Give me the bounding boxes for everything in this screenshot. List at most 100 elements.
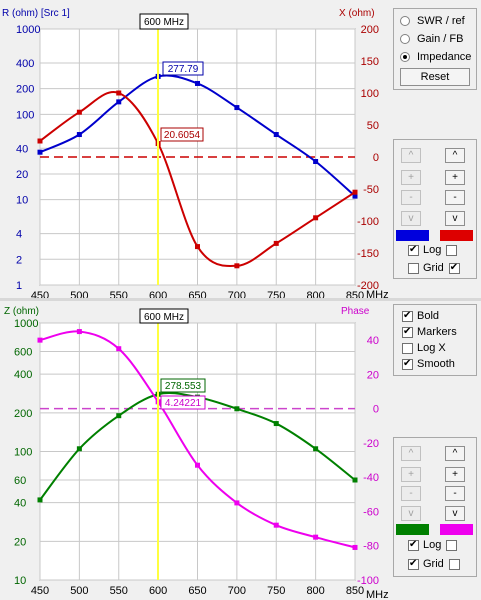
right-tick-label: 0	[373, 404, 379, 416]
top-log-row: Log	[408, 243, 458, 257]
top-series-layer	[37, 73, 358, 269]
x-tick-label: 650	[188, 585, 206, 597]
series-point	[352, 193, 358, 199]
series-point	[273, 522, 279, 528]
z-value-label: 278.553	[165, 381, 202, 392]
series-point	[37, 337, 43, 343]
top-log-right-checkbox[interactable]	[446, 244, 458, 256]
bottom-grid-left-checkbox[interactable]	[408, 557, 419, 571]
series-point	[116, 413, 122, 419]
series-point	[195, 244, 200, 250]
series-point	[116, 99, 122, 105]
smooth-label: Smooth	[417, 358, 455, 370]
series-point	[273, 240, 279, 246]
left-tick-label: 40	[14, 498, 26, 510]
option-gain-fb-label: Gain / FB	[417, 33, 464, 45]
bottom-log-left-checkbox[interactable]	[408, 538, 419, 552]
top-x-unit: MHz	[366, 289, 389, 298]
x-tick-label: 850	[346, 585, 364, 597]
series-point	[37, 497, 43, 503]
bottom-right-color-swatch[interactable]	[440, 524, 473, 535]
series-point	[313, 534, 319, 540]
bottom-grid-right-checkbox[interactable]	[448, 558, 460, 570]
bottom-right-tick-labels: 40 20 0 -20 -40 -60 -80 -100	[357, 335, 379, 587]
bottom-left-color-swatch[interactable]	[396, 524, 429, 535]
option-swr-ref[interactable]: SWR / ref	[400, 13, 465, 29]
series-point	[234, 105, 240, 111]
left-scale-up-button[interactable]: ^	[401, 148, 421, 163]
left-tick-label: 600	[14, 347, 32, 359]
right-tick-label: 20	[367, 369, 379, 381]
left-tick-label: 1000	[14, 318, 38, 330]
bold-checkbox[interactable]	[402, 309, 413, 323]
series-point	[37, 149, 43, 155]
radio-impedance[interactable]	[400, 52, 410, 62]
series-point	[76, 329, 82, 335]
smooth-checkbox[interactable]	[402, 357, 413, 371]
series-point	[352, 477, 358, 483]
r-value-label: 277.79	[168, 64, 199, 75]
right-tick-label: -40	[363, 472, 379, 484]
left-tick-label: 400	[16, 58, 34, 70]
left-tick-label: 400	[14, 369, 32, 381]
log-x-checkbox[interactable]	[402, 342, 413, 354]
left-zoom-in-button[interactable]: +	[401, 170, 421, 185]
bottom-left-zoom-out-button[interactable]: -	[401, 486, 421, 501]
series-point	[195, 80, 200, 86]
series-point	[313, 446, 319, 452]
right-zoom-out-button[interactable]: -	[445, 190, 465, 205]
top-left-axis-title: R (ohm) [Src 1]	[2, 8, 70, 19]
left-scale-down-button[interactable]: v	[401, 211, 421, 226]
series-point	[76, 446, 82, 452]
left-tick-label: 20	[14, 536, 26, 548]
bottom-x-tick-labels: 450 500 550 600 650 700 750 800 850	[31, 585, 364, 597]
right-scale-up-button[interactable]: ^	[445, 148, 465, 163]
bottom-right-zoom-in-button[interactable]: +	[445, 467, 465, 482]
x-tick-label: 700	[228, 585, 246, 597]
option-impedance[interactable]: Impedance	[400, 49, 471, 65]
option-log-x[interactable]: Log X	[402, 342, 451, 354]
right-scale-down-button[interactable]: v	[445, 211, 465, 226]
bottom-left-scale-up-button[interactable]: ^	[401, 446, 421, 461]
radio-swr-ref[interactable]	[400, 16, 410, 26]
left-color-swatch[interactable]	[396, 230, 429, 241]
series-point	[273, 132, 279, 138]
chart-divider[interactable]	[0, 298, 481, 301]
radio-gain-fb[interactable]	[400, 34, 410, 44]
x-tick-label: 500	[70, 585, 88, 597]
option-smooth[interactable]: Smooth	[402, 357, 460, 371]
option-markers[interactable]: Markers	[402, 325, 462, 339]
top-log-left-checkbox[interactable]	[408, 243, 419, 257]
top-right-axis-title: X (ohm)	[339, 8, 375, 19]
right-tick-label: -80	[363, 541, 379, 553]
bottom-cursor-label: 600 MHz	[144, 312, 184, 323]
x-tick-label: 850	[346, 290, 364, 298]
right-tick-label: 150	[361, 56, 379, 68]
right-color-swatch[interactable]	[440, 230, 473, 241]
bottom-right-scale-up-button[interactable]: ^	[445, 446, 465, 461]
left-tick-label: 200	[14, 408, 32, 420]
top-grid-left-checkbox[interactable]	[408, 262, 419, 274]
x-tick-label: 750	[267, 585, 285, 597]
top-grid-label: Grid	[423, 262, 444, 274]
bottom-log-right-checkbox[interactable]	[446, 539, 458, 551]
bottom-grid-row: Grid	[408, 557, 460, 571]
bottom-right-scale-down-button[interactable]: v	[445, 506, 465, 521]
option-bold[interactable]: Bold	[402, 309, 444, 323]
bottom-left-zoom-in-button[interactable]: +	[401, 467, 421, 482]
series-point	[234, 263, 240, 269]
reset-button[interactable]: Reset	[400, 68, 470, 86]
right-zoom-in-button[interactable]: +	[445, 170, 465, 185]
markers-checkbox[interactable]	[402, 325, 413, 339]
bottom-right-zoom-out-button[interactable]: -	[445, 486, 465, 501]
series-point	[313, 215, 319, 221]
series-point	[116, 346, 122, 352]
left-zoom-out-button[interactable]: -	[401, 190, 421, 205]
option-gain-fb[interactable]: Gain / FB	[400, 31, 463, 47]
top-grid-right-checkbox[interactable]	[448, 261, 460, 275]
left-tick-label: 4	[16, 229, 22, 241]
bottom-left-scale-down-button[interactable]: v	[401, 506, 421, 521]
series-point	[273, 421, 279, 427]
